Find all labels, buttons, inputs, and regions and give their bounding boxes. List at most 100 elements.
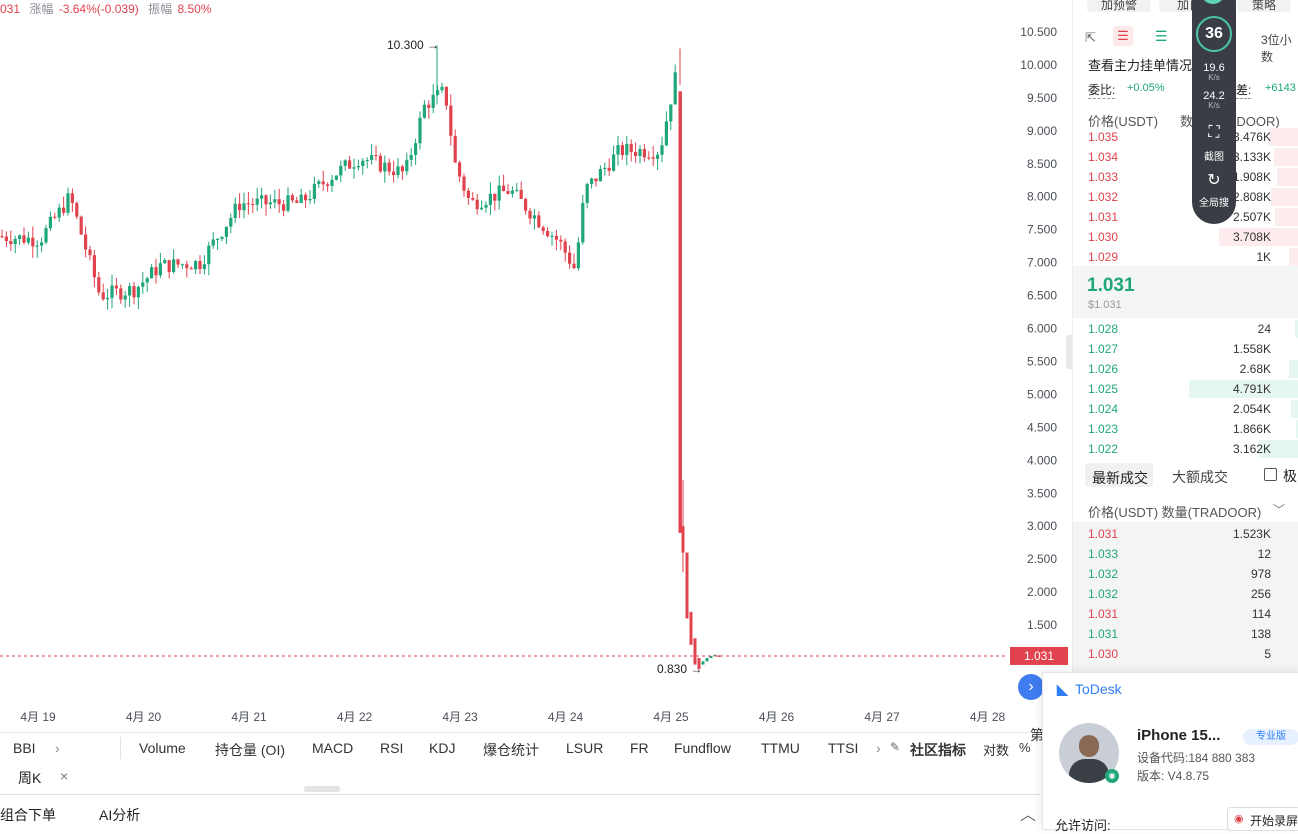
bottom-tabs: 组合下单 AI分析 ︿ — [0, 794, 1040, 829]
candle-body — [673, 72, 677, 105]
panel-collapse-handle[interactable] — [1066, 335, 1074, 369]
external-link-icon[interactable]: ⇱ — [1085, 30, 1096, 45]
record-button[interactable]: ◉ 开始录屏 — [1227, 807, 1298, 831]
add-alert-button[interactable]: 加预警 — [1087, 0, 1151, 12]
community-indicators[interactable]: 社区指标 — [910, 742, 966, 758]
candle-body — [246, 203, 250, 205]
indicator-4[interactable]: KDJ — [429, 740, 456, 756]
crop-icon[interactable]: ⛶ — [1208, 124, 1220, 141]
candle-body — [154, 267, 158, 276]
tab-ai-analysis[interactable]: AI分析 — [99, 807, 141, 823]
candle-body — [697, 658, 701, 670]
todesk-brand: ToDesk — [1075, 681, 1122, 697]
bid-row[interactable]: 1.025 4.791K — [1073, 379, 1298, 399]
y-tick-label: 2.500 — [1027, 552, 1057, 566]
candle-body — [493, 193, 497, 201]
ask-row[interactable]: 1.035 3.476K — [1073, 127, 1298, 147]
candle-body — [444, 86, 448, 106]
ask-row[interactable]: 1.031 2.507K — [1073, 207, 1298, 227]
tab-latest-trades-label: 最新成交 — [1092, 470, 1148, 486]
edit-icon[interactable]: ✎ — [890, 740, 901, 754]
indicator-8[interactable]: Fundflow — [674, 740, 731, 756]
indicator-6[interactable]: LSUR — [566, 740, 604, 756]
filter-checkbox[interactable] — [1264, 468, 1277, 481]
candle-body — [458, 162, 462, 177]
candle-body — [647, 157, 651, 159]
ask-row[interactable]: 1.034 3.133K — [1073, 147, 1298, 167]
indicator-0[interactable]: Volume — [139, 740, 186, 756]
scroll-right-button[interactable]: › — [1018, 674, 1044, 700]
bid-row[interactable]: 1.026 2.68K — [1073, 359, 1298, 379]
indicator-bbi[interactable]: BBI — [13, 740, 36, 756]
indicator-9[interactable]: TTMU — [761, 740, 800, 756]
chevron-right-icon[interactable]: › — [55, 740, 60, 756]
ask-qty: 2.808K — [1232, 190, 1271, 204]
chevron-up-icon[interactable]: ︿ — [1020, 807, 1037, 824]
tab-latest-trades[interactable]: 最新成交 — [1085, 463, 1153, 487]
candle-body — [268, 202, 272, 205]
candle-body — [22, 235, 26, 243]
candle-body — [440, 86, 444, 91]
indicator-10[interactable]: TTSI — [828, 740, 859, 756]
decimals-select[interactable]: 3位小数 — [1261, 33, 1292, 64]
ask-row[interactable]: 1.029 1K — [1073, 247, 1298, 267]
bid-row[interactable]: 1.028 24 — [1073, 319, 1298, 339]
candle-body — [286, 195, 290, 211]
period-tab-weekly[interactable]: 周K — [18, 770, 42, 786]
refresh-icon[interactable]: ↻ — [1207, 172, 1221, 189]
indicator-3[interactable]: RSI — [380, 740, 404, 756]
candle-body — [79, 216, 83, 235]
x-tick-label: 4月 21 — [231, 710, 267, 724]
resize-handle[interactable] — [304, 786, 340, 792]
bid-row[interactable]: 1.023 1.866K — [1073, 419, 1298, 439]
candle-body — [568, 252, 572, 264]
indicator-2[interactable]: MACD — [312, 740, 354, 756]
x-tick-label: 4月 20 — [126, 710, 162, 724]
candle-body — [277, 199, 281, 205]
trade-price: 1.032 — [1088, 587, 1119, 601]
log-scale-toggle[interactable]: 对数 — [983, 743, 1010, 758]
bid-row[interactable]: 1.027 1.558K — [1073, 339, 1298, 359]
candle-body — [427, 104, 431, 108]
price-chart[interactable]: 10.500 10.000 9.500 9.000 8.500 8.000 7.500 7.0… — [0, 18, 1070, 730]
amplitude-value: 8.50% — [177, 2, 212, 16]
speed-widget[interactable]: 36 19.6 K/s 24.2 K/s ⛶ 截图 ↻ 全局搜 — [1192, 0, 1236, 224]
high-marker: 10.300 → — [387, 38, 439, 52]
trades-header-chevron-icon[interactable]: ﹀ — [1273, 503, 1286, 517]
ask-row[interactable]: 1.032 2.808K — [1073, 187, 1298, 207]
tab-combo-order[interactable]: 组合下单 — [0, 807, 56, 823]
indicator-7[interactable]: FR — [630, 740, 649, 756]
trades-list-bg — [1073, 522, 1298, 672]
bid-qty: 1.866K — [1232, 422, 1271, 436]
bid-row[interactable]: 1.024 2.054K — [1073, 399, 1298, 419]
todesk-card: ◣ ToDesk ◉ iPhone 15... 专业版 设备代码:184 880… — [1042, 672, 1298, 833]
orderbook-both-icon[interactable]: ☰ — [1113, 26, 1133, 46]
candle-body — [66, 193, 70, 213]
indicator-1[interactable]: 持仓量 (OI) — [215, 742, 285, 758]
orderbook-list-icon[interactable]: ☰ — [1155, 28, 1168, 44]
ask-row[interactable]: 1.030 3.708K — [1073, 227, 1298, 247]
bid-price: 1.028 — [1088, 322, 1119, 336]
ask-depth-bar — [1289, 248, 1298, 266]
candle-body — [378, 155, 382, 172]
bid-row[interactable]: 1.022 3.162K — [1073, 439, 1298, 459]
candle-body — [541, 227, 545, 232]
bid-depth-bar — [1289, 360, 1298, 378]
candle-body — [607, 167, 611, 171]
indicator-5[interactable]: 爆仓统计 — [483, 742, 539, 758]
candle-body — [383, 162, 387, 172]
strategy-button[interactable]: 策略 — [1237, 0, 1291, 12]
y-tick-label: 9.500 — [1027, 91, 1057, 105]
candle-body — [519, 189, 523, 199]
y-tick-label: 4.500 — [1027, 420, 1057, 434]
more-indicators-icon[interactable]: › — [876, 740, 881, 756]
trade-price: 1.031 — [1088, 527, 1119, 541]
download-speed: 24.2 — [1203, 90, 1225, 102]
main-order-link[interactable]: 查看主力挂单情况 — [1088, 58, 1193, 73]
close-icon[interactable]: × — [60, 768, 69, 784]
percent-scale-toggle[interactable]: % — [1019, 740, 1031, 755]
candle-body — [664, 121, 668, 146]
candle-body — [35, 245, 39, 247]
ask-row[interactable]: 1.033 1.908K — [1073, 167, 1298, 187]
tab-large-trades[interactable]: 大额成交 — [1172, 469, 1228, 485]
